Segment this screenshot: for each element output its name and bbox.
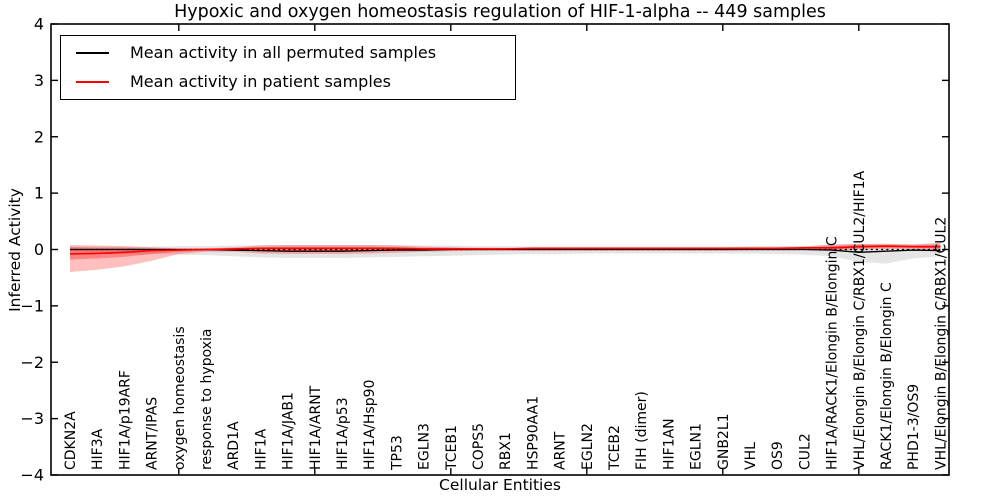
x-tick-label: response to hypoxia [199,329,215,470]
x-tick-label: HIF1A/p53 [335,397,351,470]
x-tick-label: oxygen homeostasis [172,326,188,470]
x-tick-label: RACK1/Elongin B/Elongin C [879,282,895,470]
y-tick-label: 3 [34,71,44,90]
x-axis-label: Cellular Entities [439,476,561,494]
y-tick-label: −4 [20,466,44,485]
x-tick-label: TCEB1 [444,425,460,471]
x-tick-label: TP53 [389,435,405,471]
x-tick-label: HIF1A/ARNT [308,385,324,470]
x-tick-label: CDKN2A [63,411,79,470]
legend-entry-patient: Mean activity in patient samples [76,69,515,95]
x-tick-label: HSP90AA1 [525,396,541,470]
x-tick-label: VHL [743,442,759,470]
x-tick-label: EGLN1 [689,423,705,470]
series-line-patient [69,245,941,255]
x-tick-label: HIF3A [90,428,106,470]
x-tick-label: CUL2 [797,433,813,470]
y-tick-label: −1 [20,296,44,315]
y-tick-label: 4 [34,15,44,34]
x-tick-label: FIH (dimer) [634,391,650,470]
x-tick-label: HIF1A/Hsp90 [362,380,378,470]
y-tick-label: −3 [20,409,44,428]
band-patient-sample-range-outer [70,243,941,273]
legend-line-permuted [76,51,109,54]
legend: Mean activity in all permuted samples Me… [60,35,516,100]
x-tick-label: ARD1A [226,421,242,470]
x-tick-label: GNB2L1 [716,413,732,470]
x-tick-label: HIF1A/JAB1 [281,392,297,470]
x-tick-label: VHL/Elongin B/Elongin C/RBX1/CUL2 [933,217,949,470]
x-tick-label: HIF1A/p19ARF [117,370,133,470]
legend-label-patient: Mean activity in patient samples [130,72,391,92]
y-tick-label: −2 [20,353,44,372]
x-tick-label: TCEB2 [607,425,623,471]
x-tick-label: HIF1A [253,428,269,470]
x-tick-label: ARNT [553,431,569,470]
x-tick-label: COPS5 [471,423,487,470]
x-tick-label: EGLN3 [417,423,433,470]
x-tick-label: RBX1 [498,432,514,470]
y-axis-label: Inferred Activity [6,188,24,312]
x-tick-label: HIF1A/RACK1/Elongin B/Elongin C [825,236,841,470]
y-tick-label: 2 [34,127,44,146]
band-permuted-sample-range [70,242,941,264]
x-tick-label: ARNT/IPAS [145,397,161,470]
x-tick-label: PHD1-3/OS9 [906,384,922,470]
y-tick-label: 0 [34,240,44,259]
x-tick-label: OS9 [770,441,786,470]
x-tick-label: EGLN2 [580,423,596,470]
y-tick-label: 1 [34,184,44,203]
chart-title: Hypoxic and oxygen homeostasis regulatio… [174,2,826,22]
x-tick-label: VHL/Elongin B/Elongin C/RBX1/CUL2/HIF1A [852,170,868,470]
legend-line-patient [76,81,109,84]
legend-label-permuted: Mean activity in all permuted samples [130,42,437,62]
x-tick-label: HIF1AN [661,418,677,470]
legend-entry-permuted: Mean activity in all permuted samples [76,40,515,66]
